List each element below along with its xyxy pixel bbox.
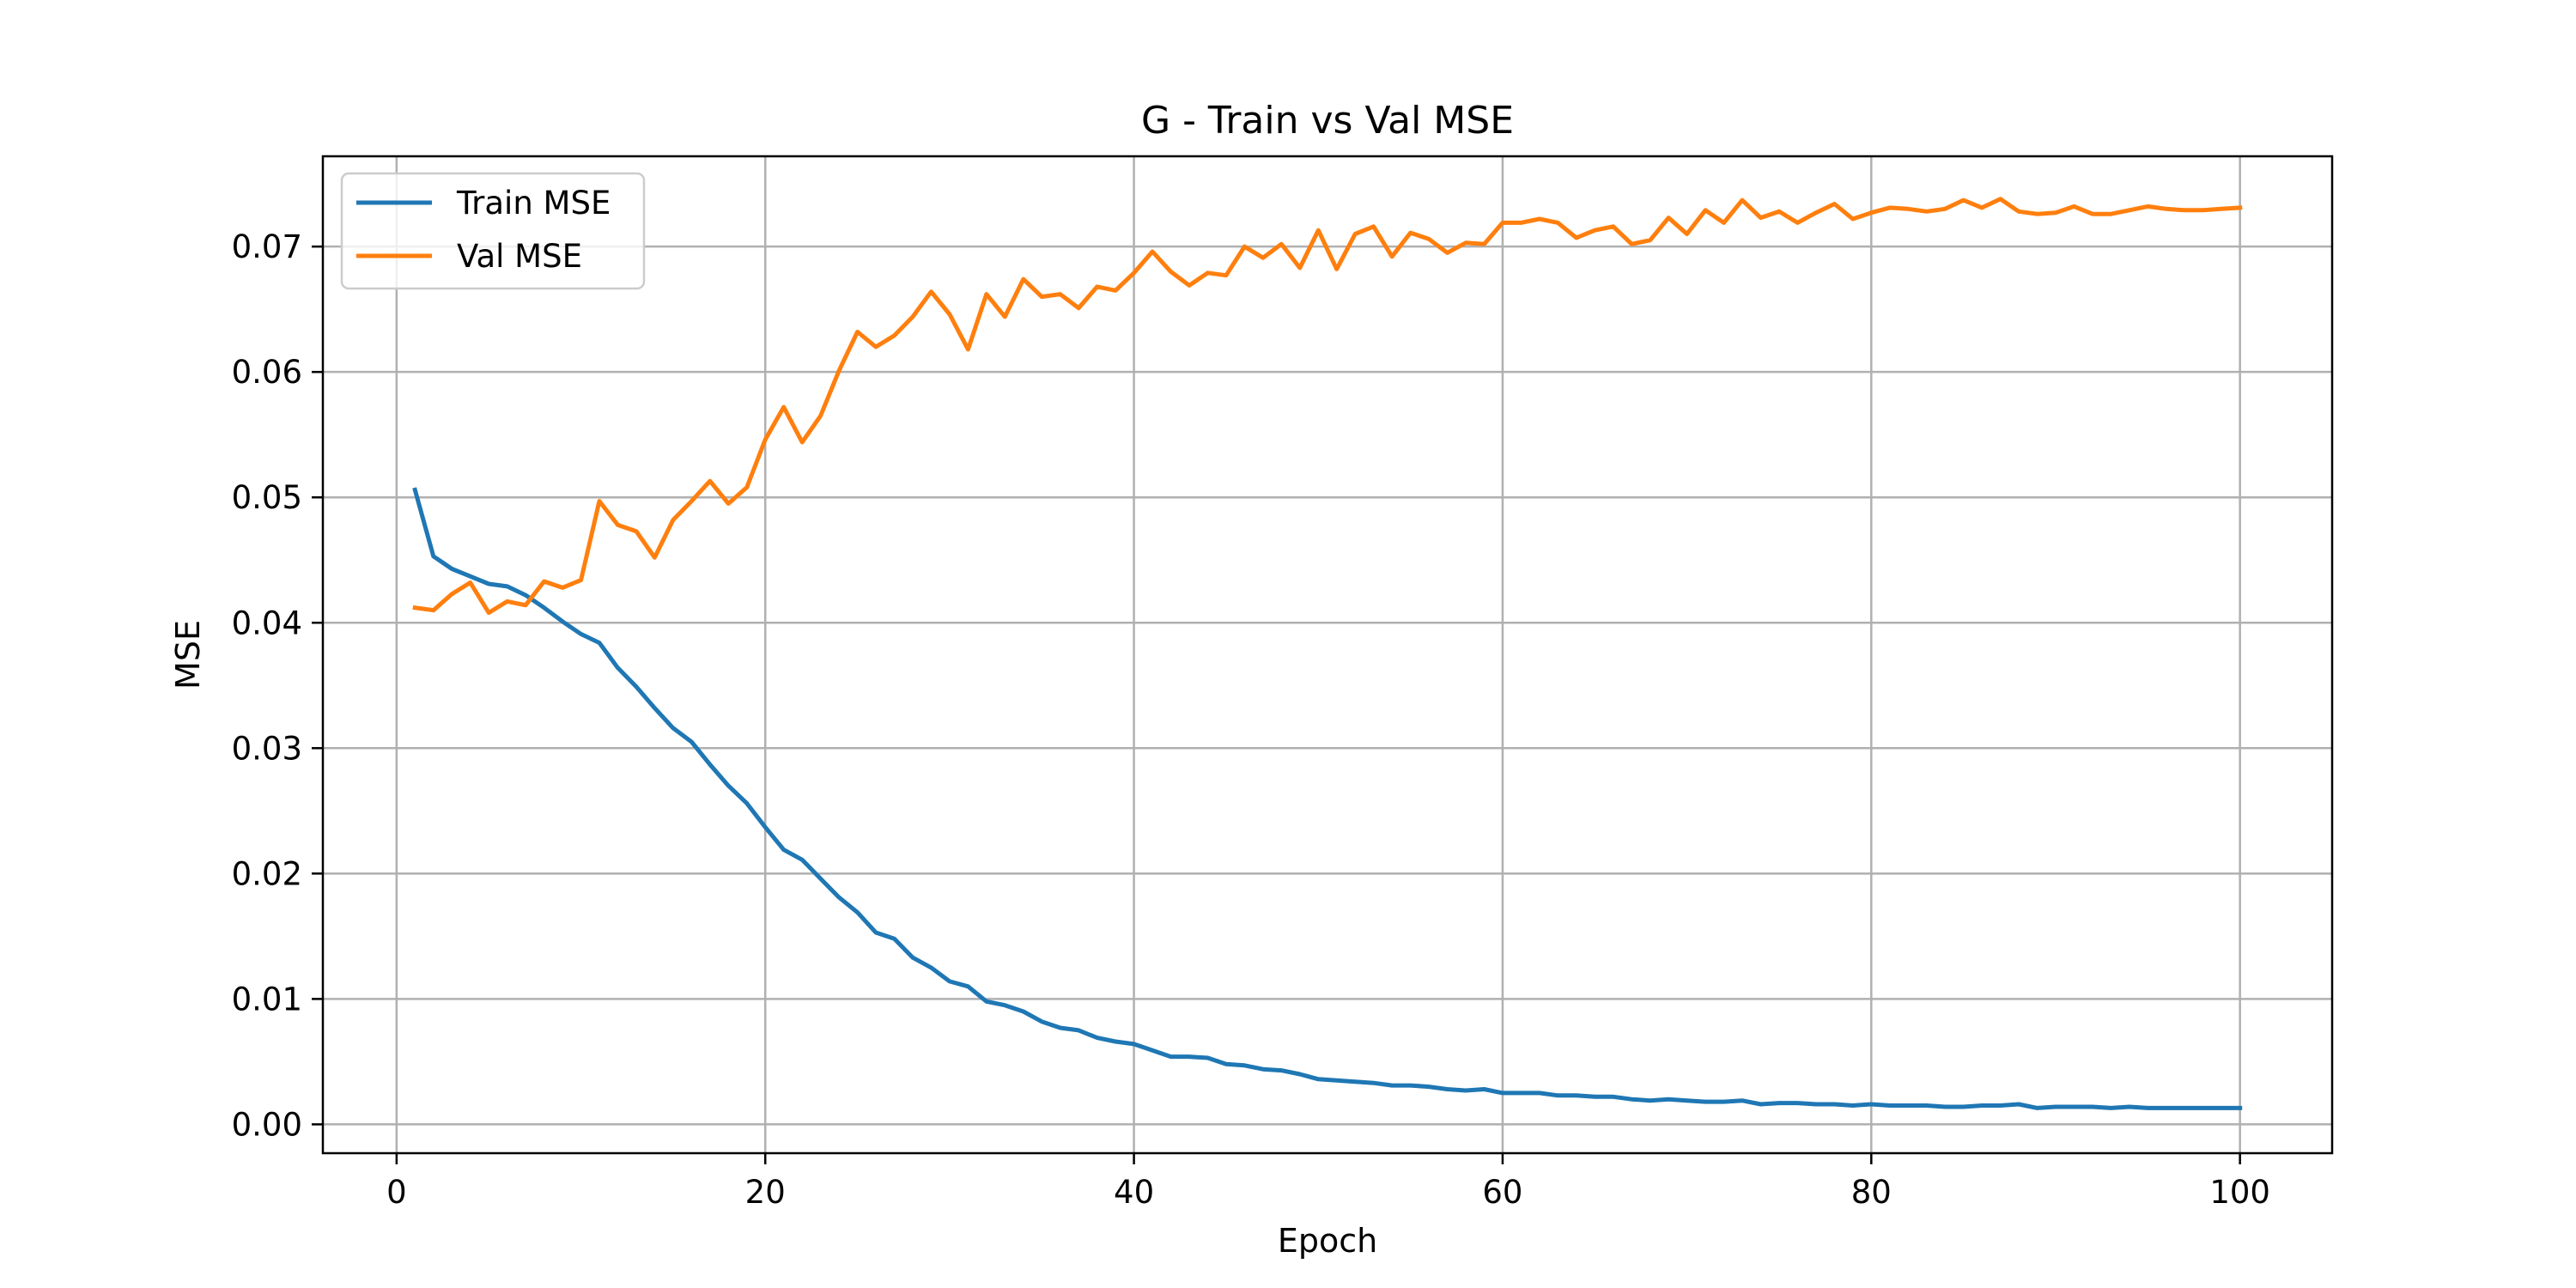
y-tick-label: 0.00 xyxy=(232,1106,302,1143)
plot-frame xyxy=(321,155,2334,1155)
x-tick-label: 20 xyxy=(745,1174,786,1211)
x-tick-label: 0 xyxy=(386,1174,407,1211)
x-tick-label: 100 xyxy=(2209,1174,2270,1211)
series-line-val-mse xyxy=(412,197,2243,616)
legend-label: Val MSE xyxy=(457,238,582,275)
x-tick-label: 40 xyxy=(1114,1174,1154,1211)
series-lines xyxy=(412,197,2243,1110)
y-tick-label: 0.06 xyxy=(232,354,302,391)
y-tick-label: 0.07 xyxy=(232,228,302,265)
y-tick-label: 0.03 xyxy=(232,730,302,767)
legend: Train MSE Val MSE xyxy=(340,172,646,290)
chart-title: G - Train vs Val MSE xyxy=(1141,99,1514,143)
legend-label: Train MSE xyxy=(456,185,611,222)
y-axis-label: MSE xyxy=(169,620,207,690)
series-line-train-mse xyxy=(412,487,2243,1110)
y-tick-label: 0.02 xyxy=(232,855,302,892)
y-tick-label: 0.04 xyxy=(232,605,302,641)
axis-ticks: 0 20 40 60 80 100 0.00 0.01 0.02 0.03 0.04 0.05 0.06… xyxy=(232,228,2270,1211)
x-tick-label: 60 xyxy=(1482,1174,1522,1211)
y-tick-label: 0.01 xyxy=(232,981,302,1018)
y-tick-label: 0.05 xyxy=(232,479,302,516)
x-tick-label: 80 xyxy=(1851,1174,1892,1211)
x-axis-label: Epoch xyxy=(1278,1222,1377,1260)
